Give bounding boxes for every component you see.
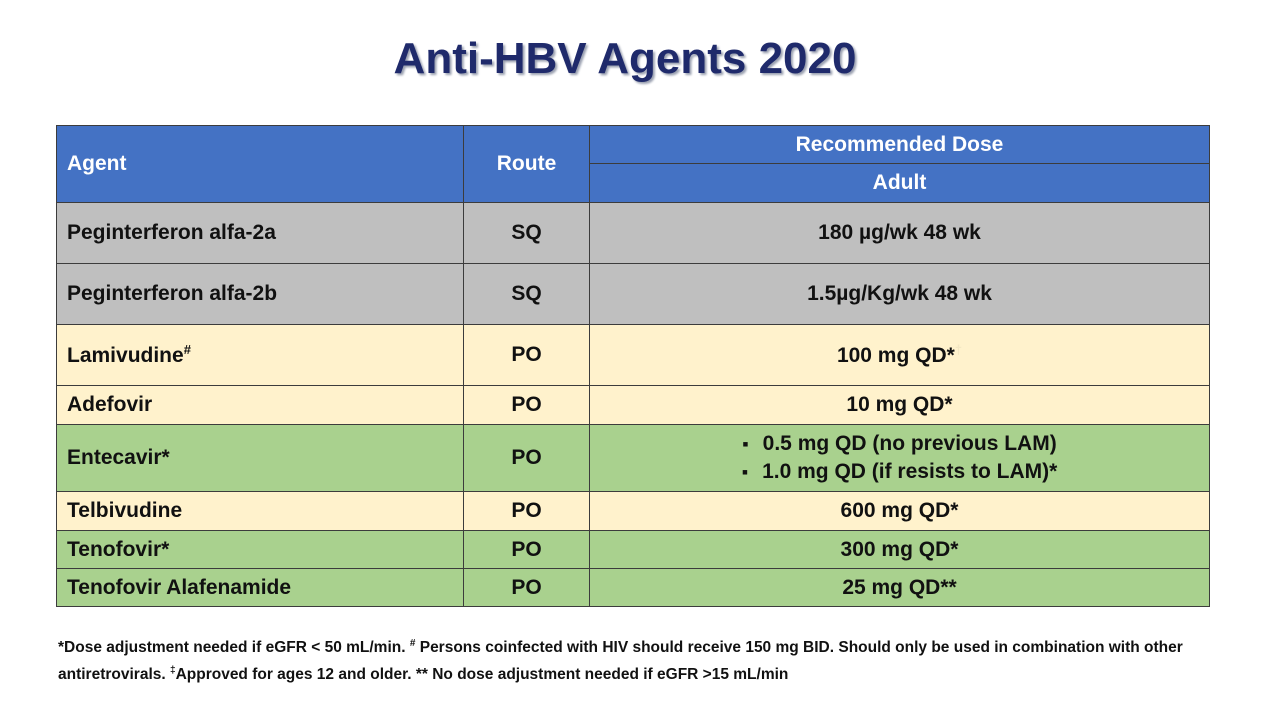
agent-cell: Tenofovir* <box>56 530 464 569</box>
dose-cell: 100 mg QD*† <box>589 324 1210 386</box>
agent-footnote-mark: # <box>183 342 191 357</box>
route-cell: SQ <box>463 263 590 325</box>
agent-cell: Adefovir <box>56 385 464 425</box>
route-cell: PO <box>463 324 590 386</box>
table-row: Lamivudine# PO 100 mg QD*† <box>56 324 1210 386</box>
agent-name: Lamivudine <box>67 344 184 367</box>
dose-bullet-item: 0.5 mg QD (no previous LAM) <box>590 430 1209 458</box>
header-route: Route <box>463 125 590 203</box>
dose-cell: 600 mg QD* <box>589 491 1210 531</box>
table-row: Tenofovir* PO 300 mg QD* <box>56 530 1210 569</box>
footnote-text: *Dose adjustment needed if eGFR < 50 mL/… <box>58 639 410 657</box>
agent-cell: Peginterferon alfa-2a <box>56 202 464 264</box>
dose-cell: 300 mg QD* <box>589 530 1210 569</box>
route-cell: PO <box>463 530 590 569</box>
header-recommended-dose: Recommended Dose <box>589 125 1210 164</box>
table-row: Tenofovir Alafenamide PO 25 mg QD** <box>56 568 1210 607</box>
dose-text: 100 mg QD* <box>836 344 955 367</box>
agent-cell: Peginterferon alfa-2b <box>56 263 464 325</box>
dose-cell: 1.5µg/Kg/wk 48 wk <box>589 263 1210 325</box>
dose-cell: 180 µg/wk 48 wk <box>589 202 1210 264</box>
header-adult: Adult <box>589 163 1210 203</box>
slide-title: Anti-HBV Agents 2020 <box>393 34 857 83</box>
route-cell: SQ <box>463 202 590 264</box>
route-cell: PO <box>463 568 590 607</box>
anti-hbv-table: Agent Route Recommended Dose Adult Pegin… <box>56 125 1210 607</box>
route-cell: PO <box>463 424 590 492</box>
footnote-text: Persons coinfected with HIV should recei… <box>58 639 1183 684</box>
dose-bullet-item: 1.0 mg QD (if resists to LAM)* <box>590 458 1209 486</box>
agent-cell: Entecavir* <box>56 424 464 492</box>
dose-cell: 10 mg QD* <box>589 385 1210 425</box>
footnote-text: Approved for ages 12 and older. ** No do… <box>175 666 789 684</box>
agent-cell: Tenofovir Alafenamide <box>56 568 464 607</box>
dose-bullet-list: 0.5 mg QD (no previous LAM) 1.0 mg QD (i… <box>590 430 1209 486</box>
footnote-mark: # <box>409 638 416 649</box>
footnote: *Dose adjustment needed if eGFR < 50 mL/… <box>58 632 1218 686</box>
table-row: Peginterferon alfa-2a SQ 180 µg/wk 48 wk <box>56 202 1210 264</box>
table-row: Adefovir PO 10 mg QD* <box>56 385 1210 425</box>
route-cell: PO <box>463 385 590 425</box>
header-agent: Agent <box>56 125 464 203</box>
route-cell: PO <box>463 491 590 531</box>
agent-cell: Telbivudine <box>56 491 464 531</box>
dose-cell: 25 mg QD** <box>589 568 1210 607</box>
dose-cell: 0.5 mg QD (no previous LAM) 1.0 mg QD (i… <box>589 424 1210 492</box>
agent-cell: Lamivudine# <box>56 324 464 386</box>
footnote-mark: ‡ <box>170 665 176 677</box>
table-row: Telbivudine PO 600 mg QD* <box>56 491 1210 531</box>
table-row: Entecavir* PO 0.5 mg QD (no previous LAM… <box>56 424 1210 492</box>
table-row: Peginterferon alfa-2b SQ 1.5µg/Kg/wk 48 … <box>56 263 1210 325</box>
dose-footnote-mark: † <box>954 342 963 357</box>
